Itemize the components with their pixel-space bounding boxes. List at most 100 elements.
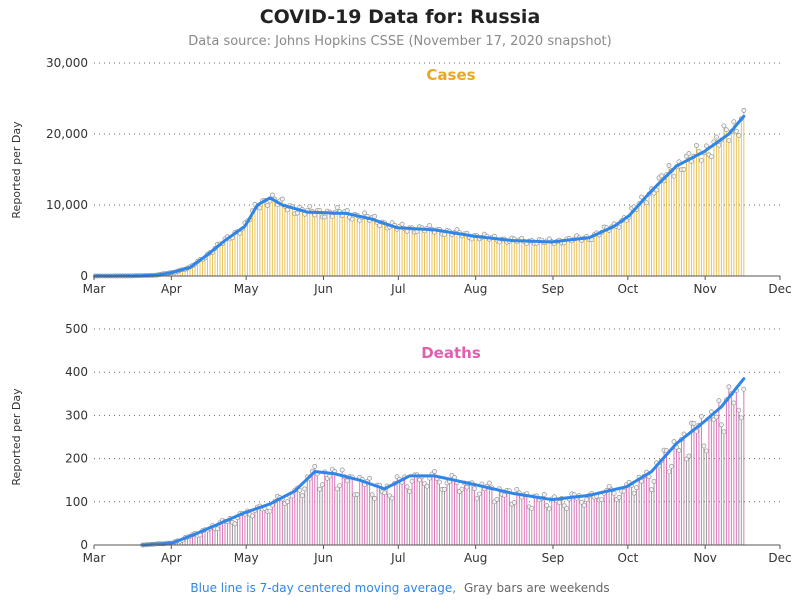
point bbox=[736, 407, 742, 413]
chart-title: COVID-19 Data for: Russia bbox=[260, 6, 541, 28]
point bbox=[299, 493, 305, 499]
point bbox=[721, 123, 727, 129]
point bbox=[681, 167, 687, 172]
point bbox=[459, 486, 465, 492]
point bbox=[694, 143, 699, 148]
point bbox=[611, 490, 617, 496]
point bbox=[634, 485, 639, 491]
point bbox=[709, 154, 714, 160]
moving-average-line bbox=[141, 377, 746, 547]
x-tick-label: Dec bbox=[768, 551, 791, 565]
point bbox=[372, 496, 378, 501]
point bbox=[407, 488, 412, 494]
point bbox=[284, 499, 290, 505]
point bbox=[721, 429, 727, 435]
point bbox=[649, 487, 654, 493]
point bbox=[666, 469, 672, 475]
panel-title: Cases bbox=[426, 66, 475, 84]
x-tick-label: Mar bbox=[83, 551, 106, 565]
deaths-panel: 0 100 200 300 400 500 Deaths Reported per Day Ma… bbox=[10, 322, 792, 565]
x-tick-label: Jun bbox=[313, 282, 333, 296]
point bbox=[454, 227, 460, 233]
x-tick-label: Apr bbox=[161, 282, 182, 296]
point bbox=[723, 127, 729, 133]
x-tick-label: Jul bbox=[390, 551, 405, 565]
point bbox=[284, 207, 290, 213]
x-tick-label: May bbox=[234, 551, 259, 565]
point bbox=[322, 214, 328, 220]
point bbox=[544, 503, 550, 508]
point bbox=[718, 422, 724, 428]
x-tick-label: Jul bbox=[390, 282, 405, 296]
point bbox=[344, 478, 350, 484]
point bbox=[579, 499, 585, 505]
point bbox=[215, 526, 220, 532]
point bbox=[294, 210, 300, 216]
point bbox=[659, 173, 664, 179]
x-tick-label: Apr bbox=[161, 551, 182, 565]
point bbox=[716, 398, 722, 404]
point bbox=[279, 196, 285, 202]
y-tick-label: 20,000 bbox=[46, 127, 88, 141]
point bbox=[699, 414, 704, 419]
point bbox=[581, 502, 587, 508]
point bbox=[704, 143, 709, 149]
point bbox=[317, 486, 323, 492]
point bbox=[631, 490, 637, 496]
point bbox=[599, 497, 605, 503]
x-tick-label: Nov bbox=[693, 551, 716, 565]
x-tick-label: Mar bbox=[83, 282, 106, 296]
y-tick-label: 100 bbox=[65, 495, 88, 509]
point bbox=[529, 505, 535, 511]
point bbox=[651, 479, 657, 484]
point bbox=[731, 400, 737, 406]
x-tick-label: May bbox=[234, 282, 259, 296]
moving-average-line bbox=[93, 114, 746, 278]
point bbox=[354, 492, 360, 497]
point bbox=[464, 484, 470, 490]
point bbox=[666, 163, 672, 168]
point bbox=[349, 216, 355, 222]
y-tick-label: 0 bbox=[80, 538, 88, 552]
point bbox=[584, 497, 590, 502]
y-axis-label: Reported per Day bbox=[10, 388, 23, 486]
x-tick-label: Sep bbox=[542, 282, 565, 296]
point bbox=[738, 415, 744, 421]
point bbox=[367, 475, 373, 481]
point bbox=[424, 483, 430, 489]
point bbox=[741, 386, 747, 392]
point bbox=[701, 443, 707, 449]
point bbox=[671, 439, 677, 445]
chart-subtitle: Data source: Johns Hopkins CSSE (Novembe… bbox=[188, 34, 611, 49]
point bbox=[329, 214, 335, 219]
point bbox=[404, 484, 410, 490]
point bbox=[713, 134, 719, 140]
point bbox=[372, 213, 378, 219]
point bbox=[546, 506, 552, 512]
point bbox=[312, 463, 318, 469]
point bbox=[669, 463, 674, 469]
point bbox=[389, 495, 395, 501]
point bbox=[704, 448, 709, 454]
panel-title: Deaths bbox=[421, 344, 481, 362]
point bbox=[713, 414, 719, 420]
x-tick-label: Jun bbox=[313, 551, 333, 565]
y-tick-label: 400 bbox=[65, 365, 88, 379]
point bbox=[726, 384, 732, 390]
point bbox=[337, 483, 343, 489]
y-tick-label: 200 bbox=[65, 452, 88, 466]
cases-panel: 0 10,000 20,000 30,000 Cases Reported per Day… bbox=[10, 56, 792, 296]
y-tick-label: 0 bbox=[80, 269, 88, 283]
point bbox=[344, 208, 350, 213]
point bbox=[382, 490, 388, 496]
point bbox=[501, 492, 507, 498]
point bbox=[564, 506, 570, 511]
x-tick-label: Oct bbox=[617, 551, 638, 565]
footnote-blue: Blue line is 7-day centered moving avera… bbox=[190, 581, 456, 595]
point bbox=[616, 494, 622, 500]
point bbox=[472, 486, 477, 492]
point bbox=[644, 200, 649, 206]
point bbox=[733, 128, 739, 134]
point bbox=[362, 210, 368, 216]
point bbox=[494, 497, 500, 502]
